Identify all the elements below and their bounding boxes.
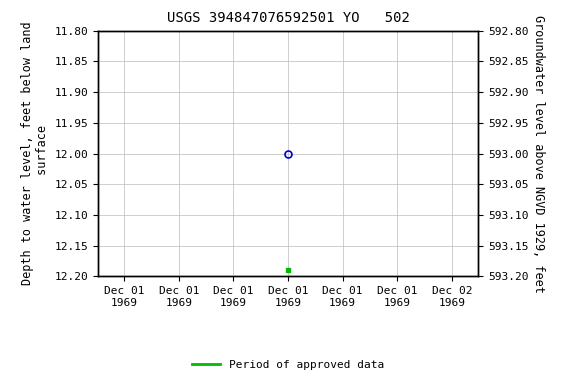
Title: USGS 394847076592501 YO   502: USGS 394847076592501 YO 502: [166, 12, 410, 25]
Y-axis label: Groundwater level above NGVD 1929, feet: Groundwater level above NGVD 1929, feet: [532, 15, 545, 293]
Legend: Period of approved data: Period of approved data: [188, 355, 388, 374]
Y-axis label: Depth to water level, feet below land
 surface: Depth to water level, feet below land su…: [21, 22, 49, 285]
